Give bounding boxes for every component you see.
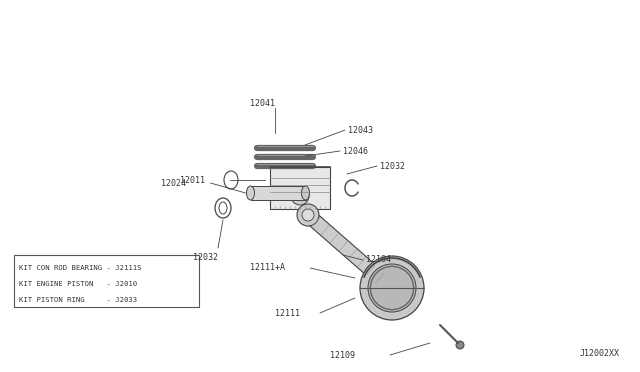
Text: KIT CON ROD BEARING - J2111S: KIT CON ROD BEARING - J2111S [19, 265, 141, 271]
Text: 12109: 12109 [330, 350, 355, 359]
Polygon shape [250, 186, 305, 200]
FancyBboxPatch shape [14, 255, 199, 307]
Text: 12043: 12043 [348, 125, 373, 135]
Polygon shape [270, 167, 330, 209]
Text: 12041: 12041 [250, 99, 275, 108]
Text: 12024: 12024 [161, 179, 186, 187]
Ellipse shape [360, 256, 424, 320]
Text: 12032: 12032 [380, 161, 405, 170]
Text: 12011: 12011 [180, 176, 205, 185]
Text: 12104: 12104 [366, 256, 391, 264]
Text: KIT ENGINE PISTON   - J2010: KIT ENGINE PISTON - J2010 [19, 281, 137, 287]
Text: 12046: 12046 [343, 147, 368, 155]
Ellipse shape [301, 186, 310, 200]
Text: 12032: 12032 [193, 253, 218, 263]
Text: J12002XX: J12002XX [580, 349, 620, 358]
Polygon shape [303, 210, 392, 290]
Ellipse shape [368, 264, 416, 312]
Ellipse shape [291, 187, 309, 205]
Text: 12111+A: 12111+A [250, 263, 285, 273]
Text: 12111: 12111 [275, 308, 300, 317]
Ellipse shape [297, 204, 319, 226]
Ellipse shape [302, 209, 314, 221]
Ellipse shape [456, 341, 464, 349]
Text: KIT PISTON RING     - J2033: KIT PISTON RING - J2033 [19, 297, 137, 303]
Ellipse shape [246, 186, 255, 200]
